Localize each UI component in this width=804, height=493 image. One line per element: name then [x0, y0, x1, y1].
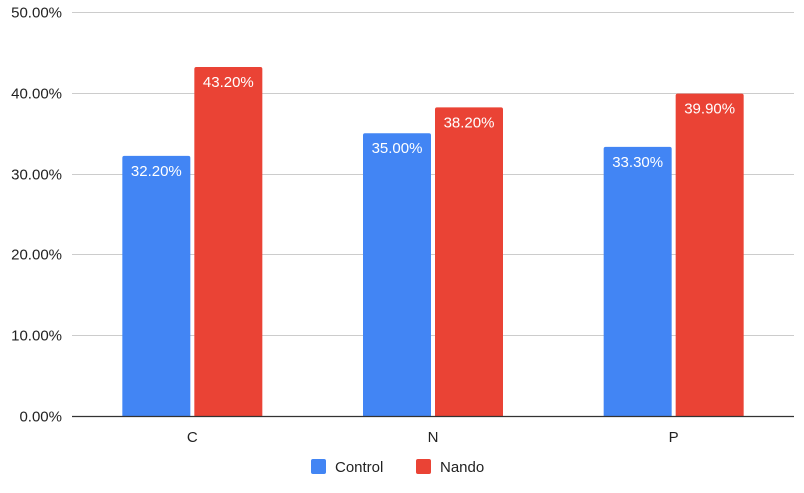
legend-label: Control [335, 459, 383, 476]
data-label-nando-c: 43.20% [203, 74, 254, 91]
x-tick-label: C [187, 429, 198, 446]
bar-control-p [603, 146, 672, 416]
bar-control-c [122, 155, 191, 416]
bar-nando-n [435, 107, 503, 417]
y-tick-label: 40.00% [11, 86, 62, 103]
legend-swatch [416, 459, 431, 474]
legend-swatch [311, 459, 326, 474]
y-axis-tick-labels: 0.00% 10.00% 20.00% 30.00% 40.00% 50.00% [11, 5, 62, 426]
data-label-control-n: 35.00% [372, 140, 423, 157]
data-label-control-c: 32.20% [131, 163, 182, 180]
data-label-nando-n: 38.20% [444, 114, 495, 131]
data-labels: 32.20% 43.20% 35.00% 38.20% 33.30% 39.90% [131, 74, 735, 180]
x-tick-label: N [428, 429, 439, 446]
y-tick-label: 20.00% [11, 247, 62, 264]
bar-nando-p [675, 93, 744, 416]
data-label-nando-p: 39.90% [684, 101, 735, 118]
bar-control-n [363, 133, 431, 416]
y-tick-label: 50.00% [11, 5, 62, 22]
y-tick-label: 30.00% [11, 167, 62, 184]
data-label-control-p: 33.30% [612, 154, 663, 171]
bar-nando-c [194, 66, 263, 416]
x-tick-label: P [669, 429, 679, 446]
legend-label: Nando [440, 459, 484, 476]
legend-item-nando: Nando [416, 459, 484, 476]
legend-item-control: Control [311, 459, 383, 476]
bars [122, 66, 744, 417]
y-tick-label: 0.00% [19, 409, 62, 426]
y-tick-label: 10.00% [11, 328, 62, 345]
gridlines [72, 12, 794, 336]
legend: Control Nando [311, 459, 484, 476]
